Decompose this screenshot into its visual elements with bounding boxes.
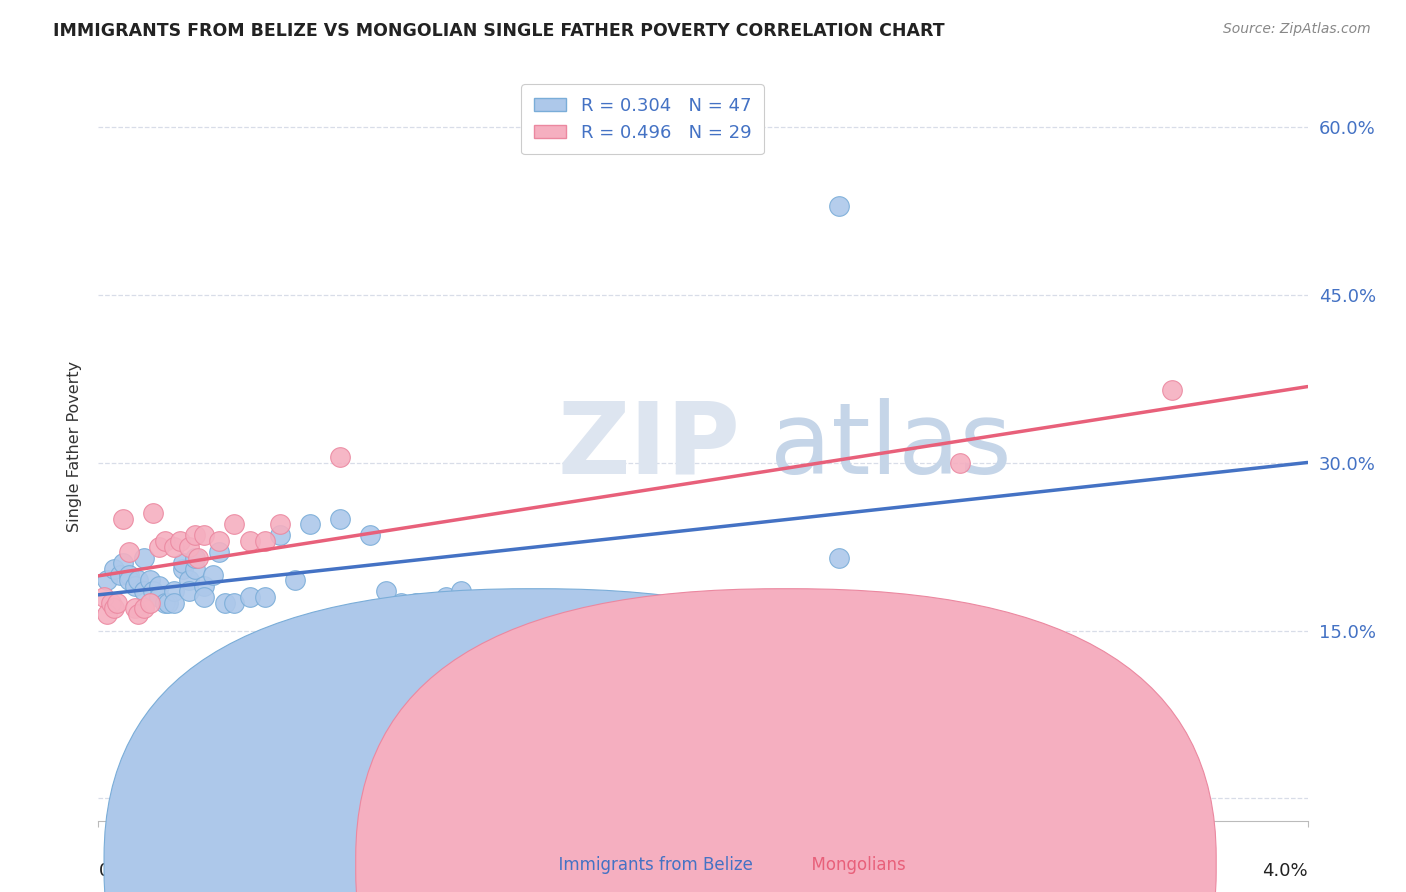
Point (118, 545, 141, 559)
Point (148, 579, 170, 593)
Point (269, 517, 291, 532)
Point (193, 528, 215, 542)
Point (124, 579, 146, 593)
Point (118, 573, 141, 587)
Point (124, 601, 146, 615)
Point (132, 550, 155, 565)
Point (139, 596, 162, 610)
Point (103, 601, 125, 615)
Point (179, 573, 201, 587)
Point (127, 573, 149, 587)
Point (100, 596, 122, 610)
Point (163, 584, 186, 599)
Point (329, 450, 352, 465)
Point (96, 573, 118, 587)
Text: Source: ZipAtlas.com: Source: ZipAtlas.com (1223, 22, 1371, 37)
Text: Mongolians: Mongolians (801, 856, 907, 874)
Point (172, 562, 194, 576)
Point (193, 579, 215, 593)
Point (118, 567, 141, 582)
Point (253, 534, 276, 549)
Point (374, 584, 396, 599)
Point (148, 540, 170, 554)
Point (142, 584, 165, 599)
Point (828, 198, 851, 212)
Legend: R = 0.304   N = 47, R = 0.496   N = 29: R = 0.304 N = 47, R = 0.496 N = 29 (522, 84, 763, 154)
Point (111, 511, 134, 525)
Point (481, 668, 503, 682)
Point (127, 607, 149, 621)
Point (139, 573, 162, 587)
Point (132, 584, 155, 599)
Point (239, 534, 262, 549)
Point (169, 534, 191, 549)
Point (156, 596, 179, 610)
Point (108, 567, 131, 582)
Point (450, 584, 472, 599)
Point (389, 596, 412, 610)
Point (1160, 383, 1182, 397)
Text: 0.0%: 0.0% (98, 862, 143, 880)
Text: atlas: atlas (769, 398, 1011, 494)
Point (148, 590, 170, 604)
Point (111, 557, 134, 571)
Point (172, 557, 194, 571)
Point (224, 517, 246, 532)
Point (360, 528, 382, 542)
Point (202, 567, 225, 582)
Point (284, 573, 307, 587)
Point (405, 651, 427, 665)
Point (193, 590, 215, 604)
Point (179, 584, 201, 599)
Text: IMMIGRANTS FROM BELIZE VS MONGOLIAN SINGLE FATHER POVERTY CORRELATION CHART: IMMIGRANTS FROM BELIZE VS MONGOLIAN SING… (53, 22, 945, 40)
Point (949, 456, 972, 470)
Point (299, 517, 322, 532)
Point (329, 511, 352, 525)
Text: 4.0%: 4.0% (1263, 862, 1308, 880)
Y-axis label: Single Father Poverty: Single Father Poverty (67, 360, 83, 532)
Point (184, 562, 207, 576)
Point (96, 607, 118, 621)
Point (208, 545, 231, 559)
Point (163, 540, 186, 554)
Point (253, 590, 276, 604)
Point (828, 550, 851, 565)
Point (103, 562, 125, 576)
Point (187, 550, 209, 565)
FancyBboxPatch shape (356, 589, 1216, 892)
Point (153, 596, 176, 610)
Point (647, 612, 669, 626)
Point (153, 534, 176, 549)
Text: Immigrants from Belize: Immigrants from Belize (548, 856, 754, 874)
Point (239, 590, 262, 604)
Point (184, 528, 207, 542)
Point (434, 590, 457, 604)
Point (184, 550, 207, 565)
Point (132, 601, 155, 615)
Point (93, 590, 115, 604)
Point (163, 596, 186, 610)
Point (214, 596, 236, 610)
Point (224, 596, 246, 610)
Point (208, 534, 231, 549)
Point (142, 506, 165, 520)
Point (179, 540, 201, 554)
Text: ZIP: ZIP (558, 398, 741, 494)
FancyBboxPatch shape (104, 589, 965, 892)
Point (405, 596, 427, 610)
Point (105, 596, 128, 610)
Point (269, 528, 291, 542)
Point (571, 685, 593, 699)
